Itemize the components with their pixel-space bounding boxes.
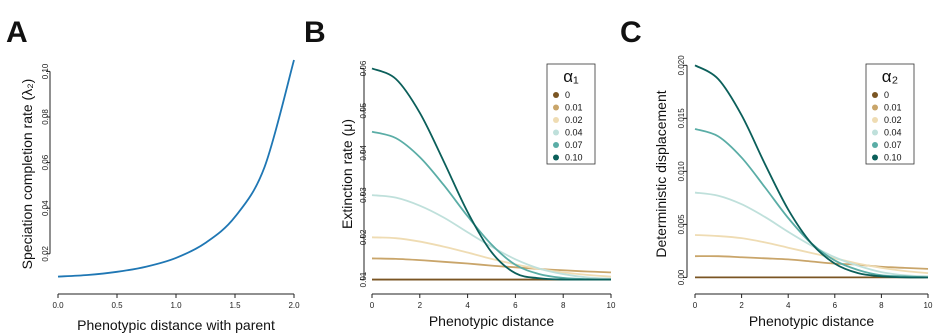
legend-marker bbox=[553, 154, 559, 161]
y-tick-label: 0.03 bbox=[359, 187, 368, 203]
legend-label: 0 bbox=[565, 90, 570, 100]
x-tick-label: 10 bbox=[924, 301, 933, 310]
legend-marker bbox=[553, 92, 559, 98]
y-tick-label: 0.04 bbox=[359, 145, 368, 161]
x-tick-label: 2 bbox=[418, 301, 423, 310]
series-line-0-01 bbox=[371, 257, 612, 274]
x-tick-label: 10 bbox=[607, 301, 616, 310]
x-tick-label: 8 bbox=[561, 301, 566, 310]
legend-label: 0.10 bbox=[884, 153, 902, 163]
legend-marker bbox=[553, 117, 559, 123]
y-tick-label: 0.010 bbox=[677, 161, 686, 182]
x-tick-label: 0.5 bbox=[111, 301, 123, 310]
x-axis-label: Phenotypic distance bbox=[749, 313, 875, 329]
panel-letter-a: A bbox=[6, 16, 28, 49]
legend-label: 0.07 bbox=[565, 140, 583, 150]
legend-marker bbox=[553, 129, 559, 136]
x-axis-label: Phenotypic distance bbox=[429, 313, 555, 329]
legend-title: α₂ bbox=[882, 67, 898, 86]
y-tick-label: 0.01 bbox=[359, 271, 368, 287]
x-tick-label: 6 bbox=[513, 301, 518, 310]
legend: α₁ 0 0.01 0.02 0.04 0.07 0.10 bbox=[546, 63, 596, 165]
x-tick-label: 4 bbox=[465, 301, 470, 310]
x-tick-label: 6 bbox=[833, 301, 838, 310]
legend-marker bbox=[553, 104, 559, 111]
series-line-0-04 bbox=[694, 191, 929, 278]
panel-letter-c: C bbox=[620, 16, 642, 49]
legend-label: 0.02 bbox=[884, 115, 902, 125]
y-tick-label: 0.015 bbox=[677, 108, 686, 129]
x-tick-label: 0 bbox=[370, 301, 375, 310]
legend-label: 0.04 bbox=[884, 128, 902, 138]
legend-label: 0.01 bbox=[565, 103, 583, 113]
legend-label: 0.10 bbox=[565, 153, 583, 163]
y-tick-label: 0.06 bbox=[359, 60, 368, 76]
legend-label: 0 bbox=[884, 90, 889, 100]
y-tick-label: 0.08 bbox=[41, 109, 50, 125]
legend-marker bbox=[872, 104, 878, 111]
series-line-0-01 bbox=[694, 255, 929, 270]
legend-label: 0.04 bbox=[565, 128, 583, 138]
chart-b: 0.01 0.02 0.03 0.04 0.05 0.06 0 2 4 6 8 10 Phenotypi… bbox=[339, 60, 616, 329]
legend-marker bbox=[872, 154, 878, 161]
series-line-0-02 bbox=[694, 234, 929, 275]
legend: α₂ 0 0.01 0.02 0.04 0.07 0.10 bbox=[865, 63, 915, 165]
x-tick-label: 1.0 bbox=[170, 301, 182, 310]
chart-a: 0.02 0.04 0.06 0.08 0.10 0.0 0.5 1.0 1.5 2.0 Pheno… bbox=[19, 59, 300, 333]
x-tick-label: 0.0 bbox=[52, 301, 64, 310]
x-tick-label: 4 bbox=[786, 301, 791, 310]
series-line-0-10 bbox=[694, 64, 929, 279]
x-tick-label: 1.5 bbox=[229, 301, 241, 310]
y-tick-label: 0.04 bbox=[41, 200, 50, 216]
legend-marker bbox=[872, 92, 878, 98]
legend-label: 0.02 bbox=[565, 115, 583, 125]
x-axis-label: Phenotypic distance with parent bbox=[77, 317, 275, 333]
y-tick-label: 0.05 bbox=[359, 102, 368, 118]
legend-marker bbox=[872, 142, 878, 148]
y-axis-label: Speciation completion rate (λ₂) bbox=[19, 79, 35, 270]
y-tick-label: 0.020 bbox=[677, 55, 686, 76]
x-tick-label: 8 bbox=[879, 301, 884, 310]
y-tick-label: 0.02 bbox=[359, 229, 368, 245]
series-line-0-04 bbox=[371, 194, 612, 280]
legend-label: 0.07 bbox=[884, 140, 902, 150]
series-line-0-07 bbox=[371, 130, 612, 281]
y-axis-label: Deterministic displacement bbox=[653, 90, 669, 257]
series-line-0-02 bbox=[371, 236, 612, 278]
panel-letter-b: B bbox=[304, 16, 326, 49]
legend-marker bbox=[872, 117, 878, 123]
legend-marker bbox=[553, 142, 559, 148]
x-tick-label: 2.0 bbox=[288, 301, 300, 310]
y-tick-label: 0.02 bbox=[41, 245, 50, 261]
y-tick-label: 0.10 bbox=[41, 63, 50, 79]
legend-label: 0.01 bbox=[884, 103, 902, 113]
series-line-0 bbox=[57, 59, 295, 278]
legend-marker bbox=[872, 129, 878, 136]
series-line-0-10 bbox=[371, 67, 611, 281]
y-tick-label: 0.00 bbox=[677, 269, 686, 285]
x-tick-label: 2 bbox=[739, 301, 744, 310]
y-tick-label: 0.06 bbox=[41, 154, 50, 170]
x-tick-label: 0 bbox=[693, 301, 698, 310]
y-tick-label: 0.005 bbox=[677, 214, 686, 235]
legend-title: α₁ bbox=[563, 67, 579, 86]
y-axis-label: Extinction rate (μ) bbox=[339, 119, 355, 229]
